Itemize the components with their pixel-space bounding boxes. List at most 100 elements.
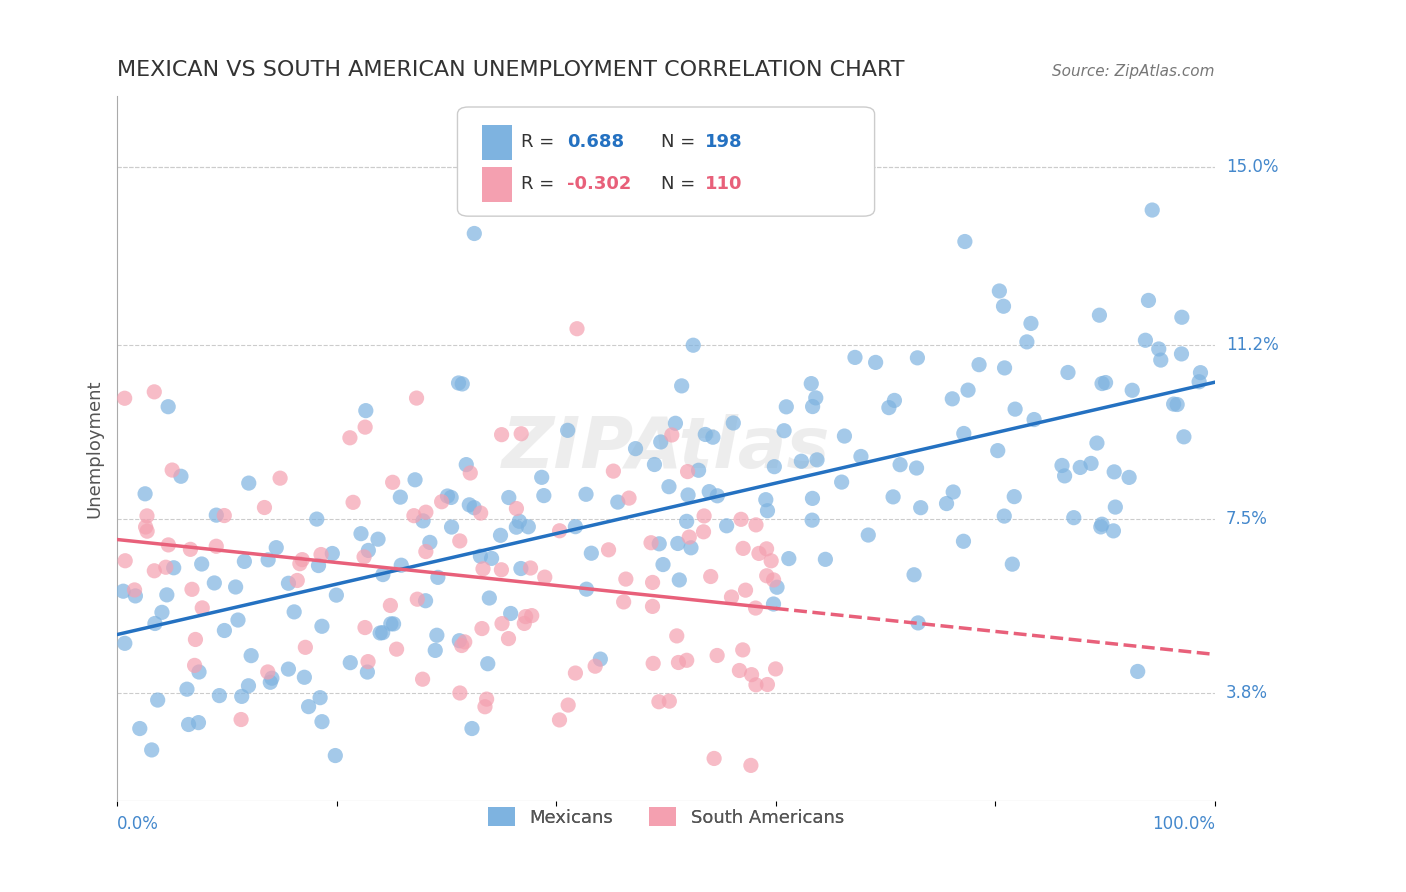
Point [311,619,333,633]
Point [498,491,520,505]
Point [748,546,770,560]
Point [308,558,330,573]
Point [425,643,447,657]
Point [451,376,474,391]
Point [706,489,728,503]
Point [765,662,787,676]
Point [291,552,314,566]
Text: 0.0%: 0.0% [117,814,159,833]
Point [675,653,697,667]
Point [380,616,402,631]
Point [450,639,472,653]
Text: 3.8%: 3.8% [1226,683,1268,702]
Point [342,495,364,509]
Point [489,528,512,542]
Point [806,453,828,467]
Point [225,580,247,594]
Point [741,667,763,681]
Point [517,520,540,534]
Point [734,583,756,598]
Point [530,470,553,484]
Point [695,427,717,442]
Point [491,616,513,631]
Point [1171,310,1194,325]
Point [114,554,136,568]
Point [233,554,256,568]
Point [759,554,782,568]
Point [449,686,471,700]
Point [676,465,699,479]
Point [124,582,146,597]
Point [447,376,470,390]
Point [1150,353,1173,368]
Point [1140,202,1163,217]
Point [883,393,905,408]
Point [1104,500,1126,514]
Point [1166,397,1188,411]
Point [283,605,305,619]
Point [156,588,179,602]
Point [177,717,200,731]
Point [1019,317,1042,331]
Point [664,417,686,431]
Point [176,682,198,697]
Point [557,423,579,437]
Point [763,459,786,474]
Point [755,541,778,556]
Point [778,551,800,566]
Text: 7.5%: 7.5% [1226,510,1268,528]
Point [163,561,186,575]
Point [1091,376,1114,391]
Point [650,434,672,449]
Point [294,640,316,655]
Point [1102,524,1125,538]
Point [658,480,681,494]
Point [415,593,437,607]
Text: 11.2%: 11.2% [1226,336,1278,354]
Point [491,427,513,442]
Point [405,391,427,405]
Point [470,506,492,520]
Point [288,557,311,571]
Point [1173,430,1195,444]
Point [581,546,603,560]
Point [814,552,837,566]
Text: R =: R = [522,133,560,152]
Point [141,743,163,757]
Point [905,461,928,475]
Point [474,699,496,714]
Point [1080,457,1102,471]
Point [477,657,499,671]
Point [520,608,543,623]
Point [259,675,281,690]
Point [491,563,513,577]
Point [1094,376,1116,390]
Text: N =: N = [661,176,700,194]
FancyBboxPatch shape [457,107,875,216]
Point [565,322,588,336]
Point [353,549,375,564]
Point [728,664,751,678]
Point [155,560,177,574]
Point [1085,436,1108,450]
Bar [482,125,512,160]
Point [470,549,492,564]
Point [679,541,702,555]
Point [648,695,671,709]
Point [1189,366,1212,380]
Point [253,500,276,515]
Point [323,748,346,763]
Point [665,629,688,643]
Point [179,542,201,557]
Point [257,553,280,567]
Point [202,576,225,591]
Point [354,403,377,417]
Point [515,609,537,624]
Point [1121,384,1143,398]
Point [882,490,904,504]
Point [136,524,159,539]
Point [533,489,555,503]
Point [510,426,533,441]
Point [190,557,212,571]
Point [1063,510,1085,524]
